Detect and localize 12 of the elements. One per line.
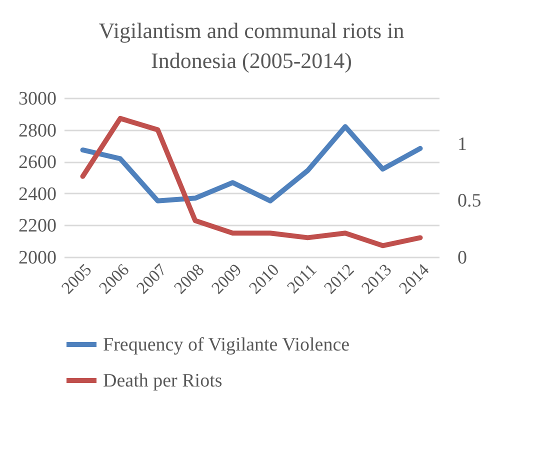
- y2-tick-label: 0.5: [458, 190, 482, 212]
- y-tick-label: 2000: [18, 248, 56, 268]
- y-tick-label: 2800: [18, 120, 56, 142]
- y-tick-label: 2200: [18, 216, 56, 237]
- y-tick-label: 3000: [18, 88, 56, 110]
- legend-label: Frequency of Vigilante Violence: [103, 334, 350, 356]
- y2-tick-label: 0: [458, 248, 467, 268]
- chart-title: Vigilantism and communal riots in Indonesia (2005-2014): [98, 18, 404, 73]
- y-tick-label: 2600: [18, 152, 56, 174]
- legend-label: Death per Riots: [103, 370, 222, 392]
- y-tick-label: 2400: [18, 184, 56, 205]
- y2-tick-label: 1: [458, 134, 467, 155]
